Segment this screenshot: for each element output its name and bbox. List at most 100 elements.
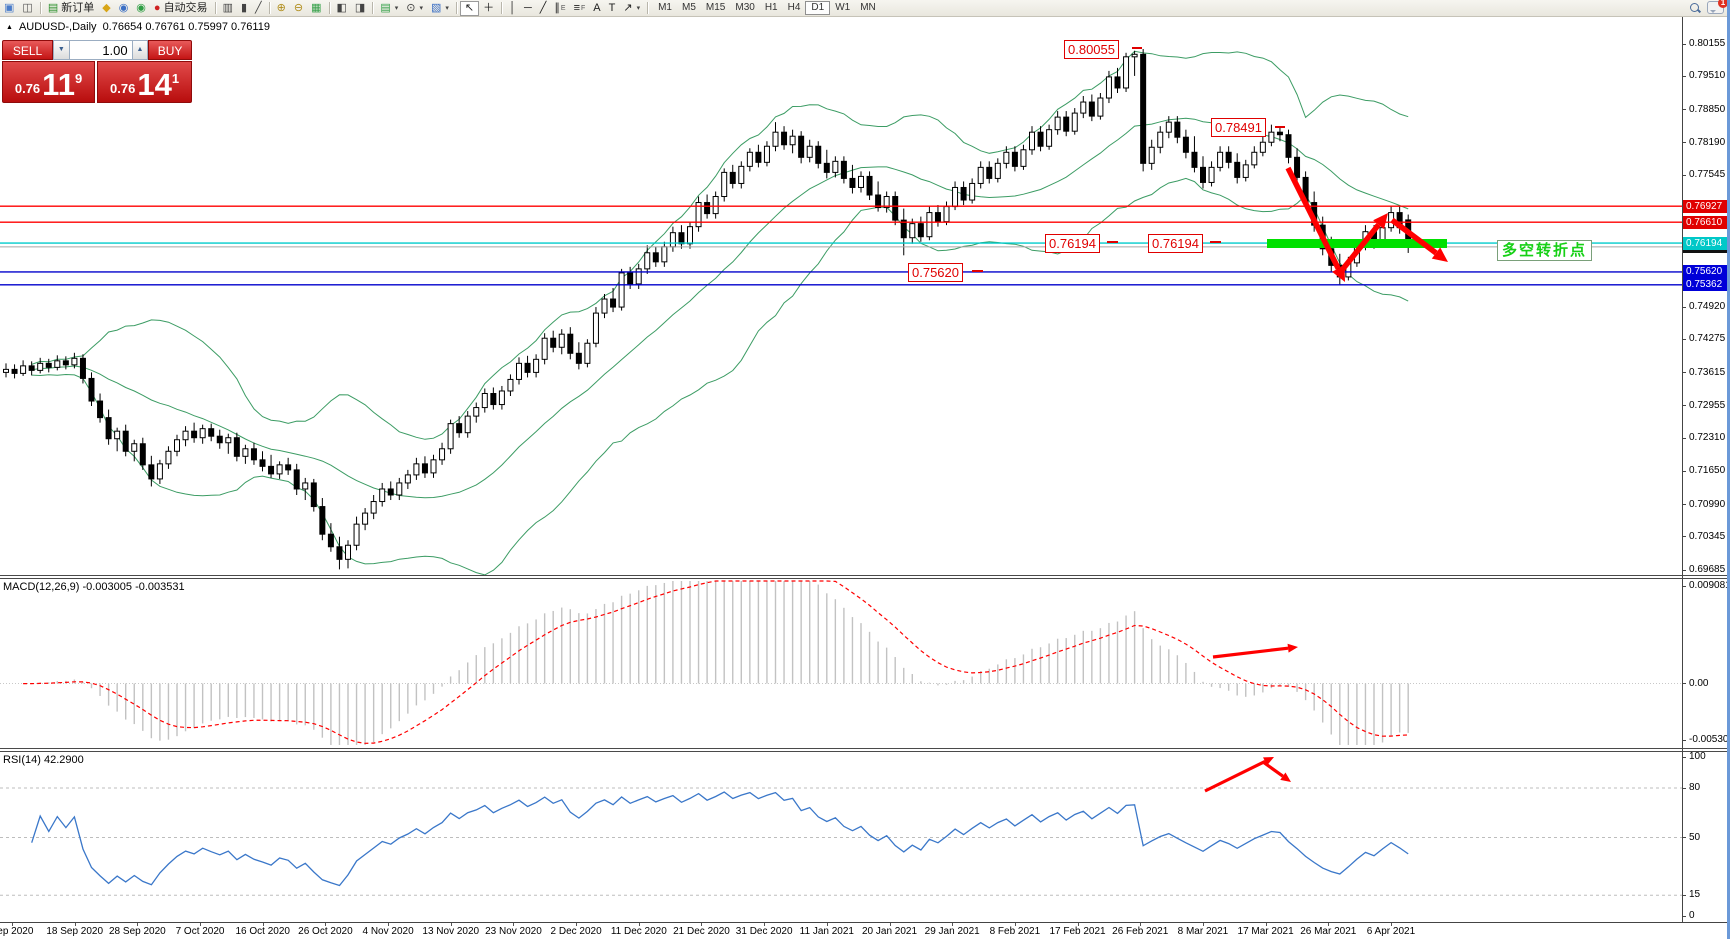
price-axis[interactable] [1682,16,1730,922]
price-annotation[interactable]: 0.80055 [1064,40,1119,59]
autotrade-button: ● [153,1,161,14]
chat-icon[interactable]: 1 [1707,0,1728,14]
fibonacci-icon[interactable]: ≡ F [573,1,586,14]
candles-layer [3,49,1412,570]
price-tick-label: 0.70345 [1689,530,1726,542]
axis-tick [1682,75,1686,77]
trend-arrow[interactable] [1280,772,1291,782]
trendline-icon[interactable]: ╱ [536,1,551,16]
turning-point-label[interactable]: 多空转折点 [1497,240,1593,261]
volume-up-button[interactable]: ▲ [131,40,149,60]
macd-tick-label: 0.00 [1689,677,1709,689]
channel-icon[interactable]: ∥ E [554,1,566,14]
profile-icon[interactable]: ◉ [115,1,133,16]
signal-icon[interactable]: ◉ [132,1,150,16]
timeframe-h1[interactable]: H1 [764,2,778,13]
timeframe-d1[interactable]: D1 [805,1,831,15]
crosshair-icon[interactable]: ＋ [479,1,498,16]
timeframe-mn[interactable]: MN [860,2,876,13]
price-annotation[interactable]: 0.78491 [1211,118,1266,137]
volume-down-button[interactable]: ▼ [53,40,70,60]
time-tick [200,923,202,926]
new-order-button[interactable]: ▤ 新订单 [44,1,98,16]
arrows-menu-icon[interactable]: ↗ ▾ [623,1,641,14]
trend-arrow[interactable] [1373,213,1388,230]
axis-tick [1682,683,1686,684]
price-tick-label: 0.74920 [1689,301,1726,313]
panel-separator[interactable] [0,748,1730,749]
instrument-marker-icon: ▲ [6,23,13,31]
search-icon[interactable] [1689,2,1701,14]
auto-arrange-icon[interactable]: ◧ [333,1,351,16]
annotation-connector [1210,241,1221,243]
barchart-icon[interactable]: ▥ [219,1,237,16]
trend-arrow[interactable] [1263,757,1274,766]
text-icon: A [593,1,601,14]
time-axis[interactable]: Sep 2020 18 Sep 2020 28 Sep 2020 7 Oct 2020… [0,922,1730,939]
templates-icon[interactable]: ▤ ▾ [380,1,399,14]
sell-price-button[interactable]: 0.76 11 9 [2,61,96,103]
tile-windows-icon[interactable]: ▦ [307,1,325,16]
sell-price-point: 9 [74,71,83,86]
axis-tick [1682,569,1686,571]
app-icon[interactable]: ▣ [0,1,18,16]
price-tick-label: 0.78190 [1689,136,1726,148]
timeframe-m30[interactable]: M30 [735,2,755,13]
buy-button[interactable]: BUY [148,40,192,60]
text-icon[interactable]: A [589,1,604,16]
axis-tick [1682,43,1686,45]
price-chart[interactable] [0,16,1682,575]
support-highlight-bar[interactable] [1267,239,1447,248]
indicators-icon[interactable]: ▧ ▾ [430,1,449,14]
time-tick [701,923,703,926]
zoom-in-icon: ⊕ [276,1,286,14]
panel-separator[interactable] [0,575,1730,576]
macd-signal-line [23,580,1409,744]
time-tick [450,923,452,926]
date-label: 17 Feb 2021 [1049,926,1106,937]
price-annotation[interactable]: 0.76194 [1148,234,1203,253]
macd-panel[interactable] [0,579,1682,748]
date-label: 26 Feb 2021 [1112,926,1169,937]
rsi-panel[interactable] [0,752,1682,922]
linechart-icon[interactable]: ╱ [251,1,266,16]
zoom-out-icon[interactable]: ⊖ [290,1,307,16]
time-tick [638,923,640,926]
sell-button[interactable]: SELL [2,40,54,60]
preview-icon[interactable]: ◫ [18,1,36,16]
volume-input[interactable] [69,40,132,60]
notification-badge: 1 [1718,0,1728,8]
profile-icon: ◉ [118,1,129,14]
date-label: 8 Feb 2021 [989,926,1041,937]
trend-arrow[interactable] [1431,247,1448,262]
period-icon[interactable]: ⊙ ▾ [406,1,423,14]
date-label: Sep 2020 [0,926,34,937]
clear-charts-icon[interactable]: ◆ [98,1,114,16]
toolbar-separator [39,2,41,14]
price-annotation[interactable]: 0.75620 [908,263,963,282]
trend-arrow[interactable] [1287,643,1298,653]
date-label: 18 Sep 2020 [46,926,104,937]
date-label: 17 Mar 2021 [1237,926,1294,937]
zoom-in-icon[interactable]: ⊕ [273,1,290,16]
buy-price-button[interactable]: 0.76 14 1 [97,61,192,103]
annotation-connector [1132,47,1142,49]
cursor-icon[interactable]: ↖ [459,0,480,16]
level-price-tag: 0.76194 [1683,236,1730,250]
timeframe-m5[interactable]: M5 [682,2,696,13]
price-annotation[interactable]: 0.76194 [1045,234,1100,253]
vline-icon[interactable]: │ [505,1,520,16]
timeframe-h4[interactable]: H4 [787,2,801,13]
hline-icon[interactable]: ─ [520,1,536,16]
time-tick [889,923,891,926]
timeframe-m1[interactable]: M1 [658,2,672,13]
label-icon[interactable]: T [605,1,620,16]
autotrade-button[interactable]: ● 自动交易 [150,1,212,16]
timeframe-w1[interactable]: W1 [835,2,851,13]
chart-shift-icon[interactable]: ◨ [351,1,369,16]
timeframe-m15[interactable]: M15 [705,2,726,13]
candlechart-icon[interactable]: ▮ [237,1,251,16]
axis-tick [1682,405,1686,407]
bollinger-upper [31,50,1409,440]
trendline-icon: ╱ [539,1,547,14]
